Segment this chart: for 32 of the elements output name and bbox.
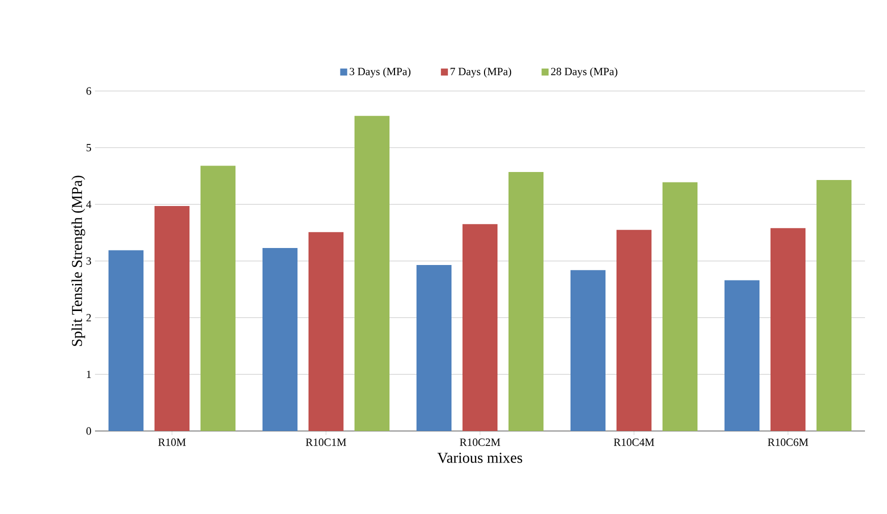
- y-tick-label: 2: [86, 314, 91, 322]
- bar: [308, 232, 344, 431]
- bar: [108, 250, 144, 431]
- y-tick-label: 4: [86, 200, 92, 208]
- bar: [200, 166, 236, 431]
- x-axis-title: Various mixes: [437, 452, 522, 463]
- legend-label: 7 Days (MPa): [450, 67, 512, 78]
- y-tick-label: 3: [86, 257, 92, 265]
- y-tick-label: 5: [86, 144, 92, 152]
- bar: [662, 182, 698, 431]
- legend-label: 3 Days (MPa): [350, 67, 410, 78]
- bar: [416, 264, 452, 431]
- x-tick-label: R10C1M: [306, 438, 346, 446]
- y-axis-title: Split Tensile Strength (MPa): [71, 176, 86, 346]
- bar: [354, 116, 390, 431]
- bar: [616, 230, 652, 431]
- y-tick-label: 6: [86, 87, 92, 95]
- y-tick-label: 1: [86, 370, 91, 378]
- x-tick-label: R10C2M: [460, 438, 500, 446]
- bar: [570, 270, 606, 431]
- x-tick-label: R10C6M: [768, 438, 808, 446]
- x-tick-label: R10C4M: [614, 438, 654, 446]
- bar: [816, 180, 852, 431]
- x-tick-label: R10M: [158, 438, 186, 446]
- bar: [508, 172, 544, 431]
- bar: [770, 228, 806, 431]
- bar: [262, 248, 298, 431]
- bar: [724, 280, 760, 431]
- y-tick-label: 0: [86, 427, 92, 435]
- legend-label: 28 Days (MPa): [551, 67, 618, 78]
- bar: [154, 206, 190, 431]
- bar: [462, 224, 498, 431]
